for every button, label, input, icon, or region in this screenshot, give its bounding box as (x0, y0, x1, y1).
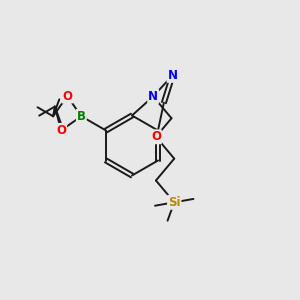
Text: O: O (151, 130, 161, 143)
Text: N: N (148, 90, 158, 103)
Text: N: N (167, 69, 178, 82)
Text: O: O (56, 124, 66, 137)
Text: B: B (77, 110, 86, 123)
Text: Si: Si (168, 196, 181, 209)
Text: O: O (62, 90, 72, 103)
